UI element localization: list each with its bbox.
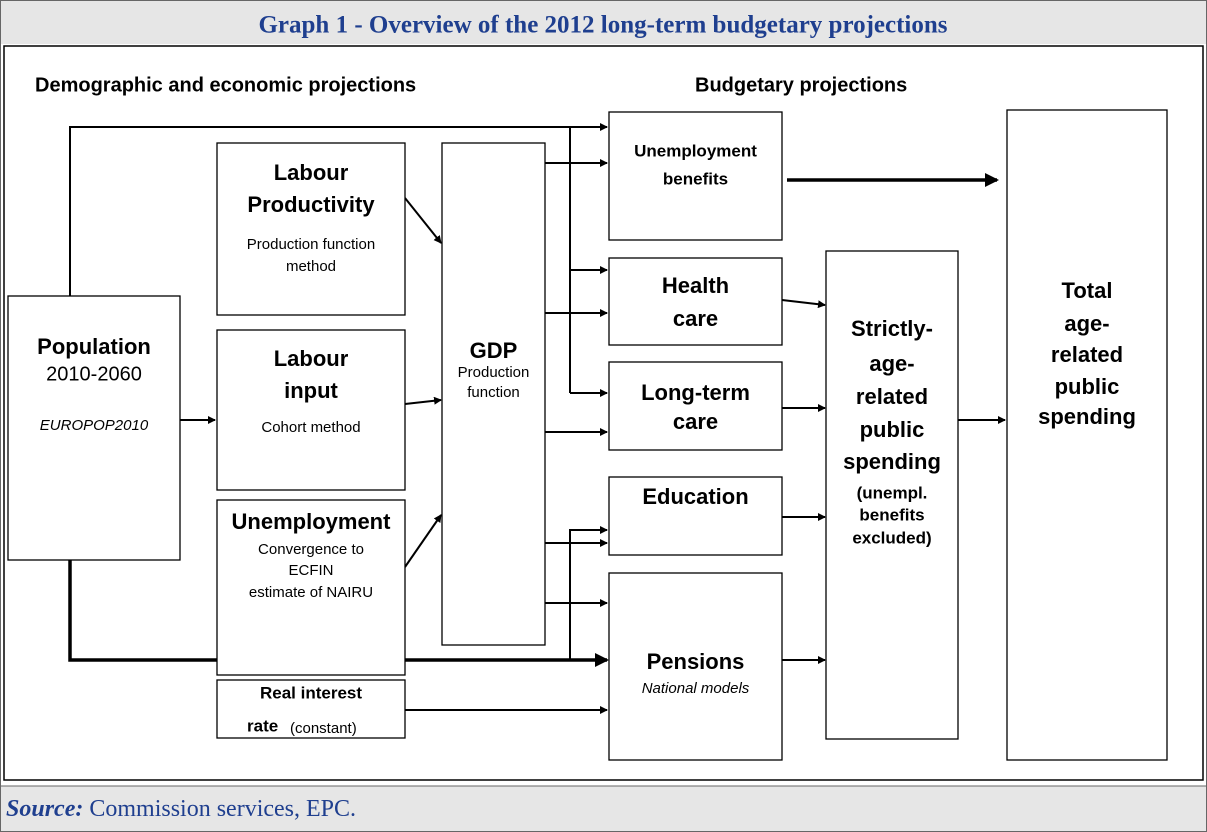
box-label: care <box>673 306 718 331</box>
box <box>216 142 406 316</box>
box-label: Unemployment <box>232 509 392 534</box>
box <box>7 295 181 561</box>
box-label: estimate of NAIRU <box>249 584 373 601</box>
box-label: related <box>1051 342 1123 367</box>
heading: Budgetary projections <box>695 74 907 96</box>
box-label: Real interest <box>260 683 362 702</box>
footer-band <box>1 786 1206 831</box>
box-label: Unemployment <box>634 141 757 160</box>
box-label: Production <box>458 364 530 381</box>
title: Graph 1 - Overview of the 2012 long-term… <box>258 12 947 39</box>
box-label: Population <box>37 334 151 359</box>
box-label: Convergence to <box>258 541 364 558</box>
source: Source: Commission services, EPC. <box>6 796 356 822</box>
box-label: related <box>856 384 928 409</box>
box <box>216 329 406 491</box>
header-band <box>0 0 1207 44</box>
box-label: GDP <box>470 338 518 363</box>
box-label: care <box>673 409 718 434</box>
box-label: EUROPOP2010 <box>40 417 149 434</box>
box-label: Strictly- <box>851 316 933 341</box>
box-label: benefits <box>663 169 728 188</box>
heading: Demographic and economic projections <box>35 74 416 96</box>
box <box>608 572 783 761</box>
box-label: Education <box>642 484 748 509</box>
box <box>608 476 783 556</box>
box-label: age- <box>869 351 914 376</box>
box-label: Productivity <box>247 192 375 217</box>
box-label: rate <box>247 716 278 735</box>
box-label: National models <box>642 680 750 697</box>
box-label: (unempl. <box>857 483 928 502</box>
box-label: 2010-2060 <box>46 363 142 385</box>
box-label: Cohort method <box>261 419 360 436</box>
box <box>216 499 406 676</box>
box-label: Total <box>1062 278 1113 303</box>
box <box>825 250 959 740</box>
box-label: Health <box>662 273 729 298</box>
box <box>1006 109 1168 761</box>
box-label: public <box>1055 374 1120 399</box>
box-label: Production function <box>247 236 375 253</box>
box <box>608 111 783 241</box>
box <box>216 679 406 739</box>
box-label: spending <box>843 449 941 474</box>
box-label: excluded) <box>852 528 931 547</box>
box-label: ECFIN <box>289 562 334 579</box>
box-label: benefits <box>859 505 924 524</box>
box-label: age- <box>1064 311 1109 336</box>
box <box>608 257 783 346</box>
source-label: Source: <box>6 796 83 822</box>
box-label: Labour <box>274 160 349 185</box>
box-label: Long-term <box>641 380 750 405</box>
box-label: method <box>286 258 336 275</box>
box-label: public <box>860 417 925 442</box>
box <box>441 142 546 646</box>
source-text: Commission services, EPC. <box>89 796 356 822</box>
box-label: Pensions <box>647 649 745 674</box>
arrows <box>68 123 1006 714</box>
box-label: (constant) <box>290 720 357 737</box>
box-label: spending <box>1038 404 1136 429</box>
box-label: function <box>467 384 520 401</box>
box <box>608 361 783 451</box>
box-label: Labour <box>274 346 349 371</box>
box-label: input <box>284 378 338 403</box>
boxes: Population 2010-2060 EUROPOP2010 Labour Prod… <box>7 109 1168 761</box>
